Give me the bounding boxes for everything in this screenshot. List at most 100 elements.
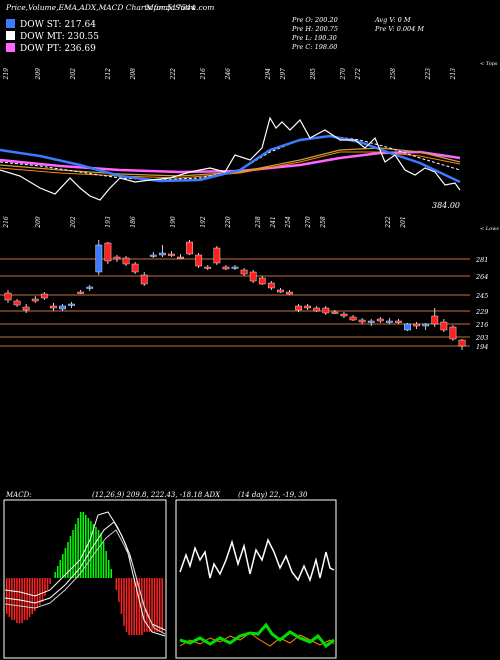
top-label: 222 [170, 68, 177, 81]
candle-body [395, 320, 402, 323]
top-label: 202 [70, 68, 77, 81]
dow-pt-swatch [6, 43, 15, 52]
candle-body [267, 282, 275, 289]
macd-bar [8, 578, 11, 617]
top-label: 219 [3, 68, 10, 81]
dow-mt-label: DOW MT: 230.55 [20, 32, 99, 42]
candle-body [104, 242, 112, 262]
macd-bar [18, 578, 21, 623]
top-label: 216 [200, 68, 207, 81]
ema-gold-line [0, 147, 461, 177]
top-label: 213 [450, 68, 457, 81]
macd-bar [74, 524, 77, 578]
candle-body [195, 254, 203, 267]
macd-bar [156, 578, 158, 632]
macd-bar [146, 578, 148, 632]
top-label: 212 [105, 68, 112, 81]
macd-bar [85, 515, 87, 578]
candle-body [177, 256, 184, 259]
top-label: 285 [310, 68, 317, 81]
macd-bar [138, 578, 141, 635]
low-label: 258 [320, 216, 327, 229]
candle-body [367, 320, 375, 323]
adx-line [179, 537, 335, 583]
top-label: 270 [340, 68, 347, 81]
price-tag: 384.00 [432, 201, 460, 210]
pre-close: Pre C: 198.60 [291, 43, 337, 51]
price-level-label: 281 [475, 256, 488, 264]
price-level-label: 264 [475, 273, 488, 281]
di-plus-line [179, 622, 335, 649]
macd-label: MACD: [5, 491, 32, 499]
ema-lines [0, 116, 461, 201]
low-label: 201 [400, 216, 407, 228]
price-level-label: 216 [475, 321, 488, 329]
low-label: 209 [35, 216, 42, 229]
macd-bar [105, 551, 107, 578]
candle-body [31, 298, 39, 302]
candle-body [204, 266, 212, 269]
macd-bar [77, 518, 79, 578]
macd-bar [133, 578, 135, 635]
top-label: 223 [425, 68, 432, 81]
macd-extra-line [4, 529, 166, 635]
macd-bar [34, 578, 36, 611]
tops-tag: < Tops [480, 61, 498, 67]
macd-bar [125, 578, 128, 632]
top-label: 208 [130, 68, 137, 81]
low-label: 192 [200, 216, 207, 228]
low-label: 202 [70, 216, 77, 229]
macd-bar [28, 578, 31, 617]
candle-body [140, 274, 148, 285]
candle-body [258, 277, 266, 285]
low-label: 254 [285, 216, 292, 229]
top-label: 258 [390, 68, 397, 81]
low-label: 190 [170, 216, 177, 228]
macd-bar [151, 578, 153, 632]
candle-body [431, 315, 439, 325]
dow-st-label: DOW ST: 217.64 [20, 20, 96, 30]
low-label: 238 [255, 216, 262, 229]
macd-bar [23, 578, 26, 620]
macd-bar [120, 578, 123, 614]
macd-params: (12,26,9) 209.8, 222.43, -18.18 ADX [92, 491, 221, 499]
macd-bar [123, 578, 125, 626]
pre-high: Pre H: 200.75 [291, 25, 338, 33]
top-label: 294 [265, 68, 272, 81]
lows-labels: 216 209 202 193 186 190 192 220 238 241 254 270 258 2… [3, 216, 407, 229]
candle-body [149, 254, 157, 257]
candle-body [13, 300, 21, 306]
macd-bar [102, 542, 105, 578]
di-minus-line [179, 632, 335, 647]
candle-body [68, 303, 75, 306]
macd-bar [128, 578, 130, 635]
dow-mt-swatch [6, 31, 15, 40]
candle-body [222, 266, 230, 270]
macd-bar [49, 578, 51, 584]
candle-body [231, 266, 239, 269]
avg-volume: Avg V: 0 M [374, 16, 411, 24]
macd-bar [6, 578, 8, 614]
candle-body [340, 313, 348, 317]
macd-bar [54, 572, 56, 578]
low-label: 216 [3, 216, 10, 229]
candle-body [385, 320, 393, 323]
candle-body [77, 291, 85, 294]
macd-bar [82, 512, 84, 578]
macd-bar [31, 578, 34, 614]
macd-line [4, 511, 166, 637]
chart-title: Price,Volume,EMA,ADX,MACD Charts for 517… [5, 3, 196, 12]
candle-body [349, 316, 357, 321]
macd-bar [161, 578, 163, 632]
top-label: 272 [355, 68, 362, 81]
candle-body [168, 253, 175, 256]
dow-pt-label: DOW PT: 236.69 [20, 44, 96, 54]
low-label: 193 [105, 216, 112, 228]
low-label: 270 [305, 216, 312, 229]
top-label: 297 [280, 68, 287, 81]
ema-blue-line [0, 134, 461, 184]
price-level-label: 229 [475, 308, 488, 316]
macd-bar [97, 530, 100, 578]
